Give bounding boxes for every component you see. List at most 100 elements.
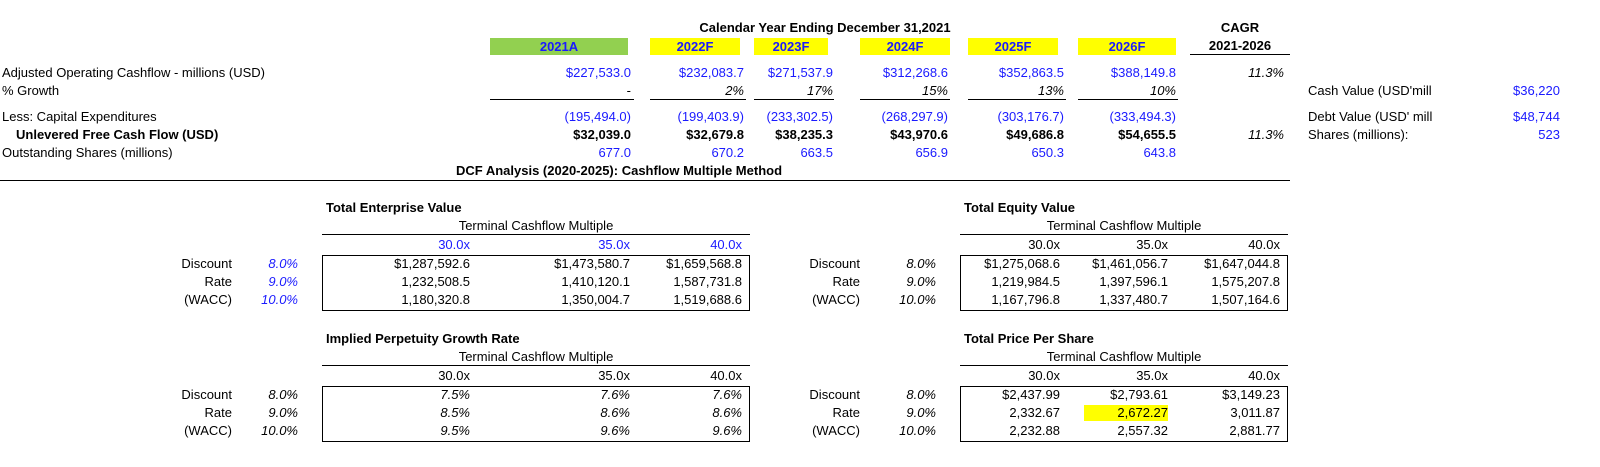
tev-cell: 1,410,120.1 [561,274,630,289]
teq-multiple: 35.0x [1136,237,1168,252]
growth-value: - [626,83,631,98]
tev-cell: 1,587,731.8 [673,274,742,289]
growth-underline [650,99,746,100]
teq-cell: 1,397,596.1 [1099,274,1168,289]
growth-value: 2% [725,83,744,98]
rate-label: Discount [809,387,860,402]
capex-value: (268,297.9) [881,109,949,124]
tps-cell: $2,437.99 [1002,387,1060,402]
teq-title: Total Equity Value [964,200,1076,215]
rate-label: (WACC) [184,292,232,307]
capex-value: (195,494.0) [564,109,632,124]
rate-label: (WACC) [812,423,860,438]
rate-value: 8.0% [906,387,936,402]
debt-value-label: Debt Value (USD' mill [1308,109,1433,124]
teq-cell: 1,167,796.8 [991,292,1060,307]
shares-label: Outstanding Shares (millions) [2,145,173,160]
rate-label: Discount [181,256,232,271]
year-2023f: 2023F [754,38,828,55]
teq-cell: $1,647,044.8 [1204,256,1280,271]
tev-cell: 1,180,320.8 [401,292,470,307]
ufcf-value: $32,039.0 [573,127,631,142]
shares-value: 643.8 [1143,145,1176,160]
tev-multiple: 30.0x [438,237,470,252]
ufcf-value: $43,970.6 [890,127,948,142]
tev-subtitle-line [322,234,750,235]
rate-value: 8.0% [268,387,298,402]
ipg-cell: 8.6% [600,405,630,420]
cagr-underline [1190,54,1290,55]
shares-value: 677.0 [598,145,631,160]
tev-cell: $1,287,592.6 [394,256,470,271]
rate-label: Rate [832,274,860,289]
tps-multiple: 40.0x [1248,368,1280,383]
tps-multiple: 30.0x [1028,368,1060,383]
year-2025f: 2025F [968,38,1058,55]
capex-label: Less: Capital Expenditures [2,109,157,124]
debt-value: $48,744 [1513,109,1560,124]
teq-multiple: 40.0x [1248,237,1280,252]
teq-table [960,255,1288,311]
rate-label: Rate [204,274,232,289]
rate-value: 10.0% [261,423,298,438]
op-cf-value: $232,083.7 [678,65,744,80]
tps-cell: 3,011.87 [1230,405,1280,420]
year-2026f: 2026F [1078,38,1176,55]
rate-label: Rate [204,405,232,420]
tev-cell: 1,232,508.5 [401,274,470,289]
ipg-cell: 7.6% [712,387,742,402]
op-cf-value: $227,533.0 [565,65,631,80]
growth-underline [490,99,634,100]
ufcf-value: $38,235.3 [775,127,833,142]
tps-cell: $3,149.23 [1222,387,1280,402]
rate-value: 9.0% [268,405,298,420]
teq-multiple: 30.0x [1028,237,1060,252]
growth-underline [754,99,834,100]
ipg-subtitle: Terminal Cashflow Multiple [458,349,614,364]
tps-cell: 2,881.77 [1229,423,1280,438]
tps-multiple: 35.0x [1136,368,1168,383]
teq-subtitle-line [960,234,1288,235]
growth-value: 17% [806,83,833,98]
ipg-cell: 8.6% [712,405,742,420]
tev-cell: $1,659,568.8 [666,256,742,271]
ufcf-label: Unlevered Free Cash Flow (USD) [16,127,219,142]
dcf-divider [0,180,1290,181]
teq-cell: 1,575,207.8 [1211,274,1280,289]
ipg-subtitle-line [322,365,750,366]
ufcf-value: $32,679.8 [686,127,744,142]
rate-value: 10.0% [899,292,936,307]
capex-value: (233,302.5) [766,109,834,124]
teq-subtitle: Terminal Cashflow Multiple [1046,218,1202,233]
tev-cell: $1,473,580.7 [554,256,630,271]
shares-side-label: Shares (millions): [1308,127,1409,142]
op-cf-label: Adjusted Operating Cashflow - millions (… [2,65,265,80]
tps-cell: 2,232.88 [1009,423,1060,438]
cagr-label: CAGR [1220,20,1260,35]
ipg-title: Implied Perpetuity Growth Rate [326,331,520,346]
shares-value: 663.5 [800,145,833,160]
growth-underline [1078,99,1178,100]
ipg-cell: 9.6% [712,423,742,438]
tev-subtitle: Terminal Cashflow Multiple [458,218,614,233]
teq-cell: $1,461,056.7 [1092,256,1168,271]
ipg-multiple: 40.0x [710,368,742,383]
tps-cell: $2,793.61 [1110,387,1168,402]
ipg-cell: 9.5% [440,423,470,438]
ipg-cell: 7.5% [440,387,470,402]
ipg-cell: 7.6% [600,387,630,402]
tps-cell-highlighted: 2,672.27 [1084,405,1168,421]
tps-subtitle: Terminal Cashflow Multiple [1046,349,1202,364]
rate-value: 8.0% [906,256,936,271]
rate-value: 9.0% [906,405,936,420]
growth-underline [860,99,950,100]
tev-multiple: 35.0x [598,237,630,252]
shares-value: 650.3 [1031,145,1064,160]
tps-table [960,386,1288,442]
ipg-table [322,386,750,442]
capex-value: (199,403.9) [677,109,745,124]
tev-cell: 1,350,004.7 [561,292,630,307]
growth-value: 13% [1037,83,1064,98]
cash-value: $36,220 [1513,83,1560,98]
tev-table [322,255,750,311]
